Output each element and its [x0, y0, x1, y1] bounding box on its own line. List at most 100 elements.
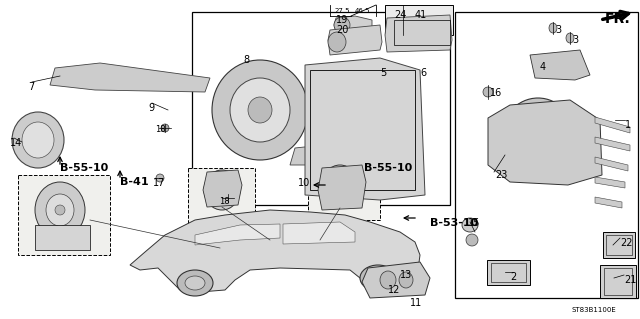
- Ellipse shape: [161, 124, 169, 132]
- Bar: [394, 20, 450, 45]
- Text: 23: 23: [495, 170, 508, 180]
- Polygon shape: [305, 58, 425, 200]
- Text: 15: 15: [468, 218, 481, 228]
- Polygon shape: [290, 140, 400, 168]
- Text: 16: 16: [490, 88, 502, 98]
- Text: 3: 3: [572, 35, 578, 45]
- Bar: [455, 12, 638, 298]
- Text: 41: 41: [415, 10, 428, 20]
- Ellipse shape: [483, 87, 493, 97]
- Bar: [188, 168, 255, 224]
- Bar: [18, 175, 110, 255]
- Polygon shape: [595, 137, 630, 151]
- Bar: [35, 225, 90, 250]
- Text: 1: 1: [625, 120, 631, 130]
- Text: B-55-10: B-55-10: [364, 163, 412, 173]
- Polygon shape: [203, 170, 242, 207]
- Text: 14: 14: [10, 138, 22, 148]
- Ellipse shape: [334, 17, 350, 33]
- Polygon shape: [595, 117, 630, 133]
- Polygon shape: [195, 224, 280, 245]
- Text: 18: 18: [155, 125, 166, 134]
- Text: 2: 2: [510, 272, 516, 282]
- Bar: [604, 268, 632, 295]
- Bar: [606, 235, 632, 255]
- Ellipse shape: [22, 122, 54, 158]
- Bar: [603, 232, 635, 258]
- Bar: [310, 70, 415, 190]
- Text: 22: 22: [620, 238, 632, 248]
- Polygon shape: [334, 16, 372, 34]
- Ellipse shape: [12, 112, 64, 168]
- Text: 17: 17: [153, 178, 165, 188]
- Ellipse shape: [322, 165, 358, 205]
- Text: B-53-10: B-53-10: [430, 218, 478, 228]
- Polygon shape: [362, 262, 430, 298]
- Polygon shape: [130, 210, 420, 292]
- Text: 5: 5: [380, 68, 387, 78]
- Text: 12: 12: [388, 285, 401, 295]
- Text: 8: 8: [243, 55, 249, 65]
- Ellipse shape: [368, 271, 388, 285]
- Text: 18: 18: [219, 197, 230, 206]
- Ellipse shape: [55, 205, 65, 215]
- Text: 9: 9: [148, 103, 154, 113]
- Ellipse shape: [566, 33, 574, 43]
- Ellipse shape: [177, 270, 213, 296]
- Ellipse shape: [360, 265, 396, 291]
- Polygon shape: [50, 63, 210, 92]
- Text: 13: 13: [400, 270, 412, 280]
- Ellipse shape: [156, 174, 164, 182]
- Ellipse shape: [462, 218, 478, 232]
- Text: 11: 11: [410, 298, 422, 308]
- Ellipse shape: [212, 60, 308, 160]
- Text: FR.: FR.: [605, 12, 631, 26]
- Text: 21: 21: [624, 275, 636, 285]
- Ellipse shape: [328, 32, 346, 52]
- Ellipse shape: [230, 78, 290, 142]
- Polygon shape: [595, 157, 628, 171]
- Text: 20: 20: [336, 25, 348, 35]
- Text: 3: 3: [555, 25, 561, 35]
- Polygon shape: [595, 177, 625, 188]
- Bar: [491, 263, 526, 282]
- Ellipse shape: [549, 23, 557, 33]
- Ellipse shape: [331, 175, 349, 195]
- Text: 27.5: 27.5: [335, 8, 351, 14]
- Text: B-41: B-41: [120, 177, 148, 187]
- Ellipse shape: [380, 271, 396, 289]
- Ellipse shape: [516, 116, 560, 164]
- Ellipse shape: [466, 234, 478, 246]
- Text: 10: 10: [298, 178, 310, 188]
- Text: 24: 24: [394, 10, 406, 20]
- Bar: [308, 163, 380, 220]
- Ellipse shape: [46, 194, 74, 226]
- Bar: [487, 260, 530, 285]
- Polygon shape: [488, 100, 602, 185]
- Text: B-55-10: B-55-10: [60, 163, 108, 173]
- Text: 19: 19: [336, 15, 348, 25]
- Polygon shape: [328, 25, 382, 55]
- Bar: [192, 12, 450, 205]
- Ellipse shape: [500, 98, 576, 182]
- Polygon shape: [530, 50, 590, 80]
- Polygon shape: [318, 165, 366, 210]
- Text: 4: 4: [540, 62, 546, 72]
- Polygon shape: [385, 15, 452, 52]
- Ellipse shape: [35, 182, 85, 238]
- Text: 46.5: 46.5: [355, 8, 371, 14]
- Ellipse shape: [248, 97, 272, 123]
- Polygon shape: [595, 197, 622, 208]
- Ellipse shape: [528, 129, 548, 151]
- Bar: [600, 265, 636, 298]
- Bar: [385, 5, 453, 35]
- Ellipse shape: [204, 170, 240, 210]
- Ellipse shape: [224, 194, 232, 202]
- Text: 6: 6: [420, 68, 426, 78]
- Ellipse shape: [213, 180, 231, 200]
- Text: 7: 7: [28, 82, 35, 92]
- Polygon shape: [283, 222, 355, 244]
- Ellipse shape: [399, 272, 413, 288]
- Text: ST83B1100E: ST83B1100E: [572, 307, 617, 313]
- Ellipse shape: [185, 276, 205, 290]
